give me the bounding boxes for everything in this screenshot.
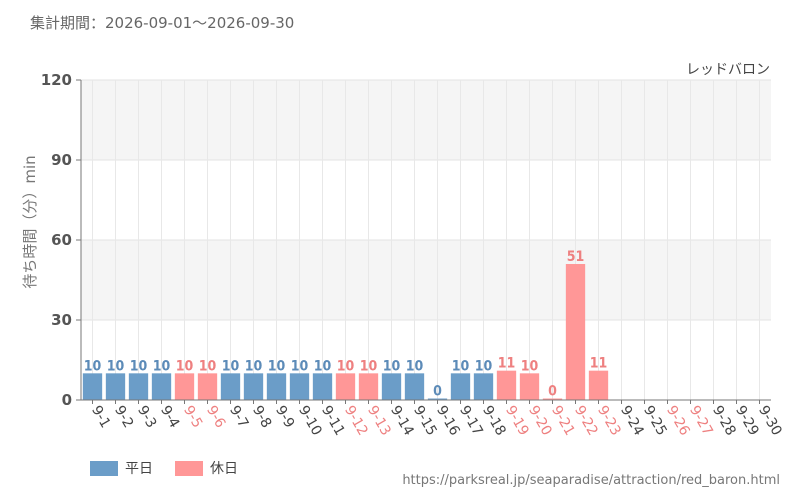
x-tick-label: 9-24 xyxy=(617,403,647,439)
value-label: 10 xyxy=(475,358,493,374)
value-label: 10 xyxy=(176,358,194,374)
value-label: 10 xyxy=(153,358,171,374)
x-tick-label: 9-3 xyxy=(134,403,159,431)
bar-9-15 xyxy=(404,373,425,400)
x-tick-label: 9-5 xyxy=(180,403,205,431)
x-tick-label: 9-12 xyxy=(341,403,371,439)
x-tick-label: 9-7 xyxy=(226,403,251,431)
bar-9-2 xyxy=(105,373,126,400)
x-tick-label: 9-30 xyxy=(755,403,785,439)
bar-9-5 xyxy=(174,373,195,400)
legend-holiday-swatch xyxy=(175,460,203,476)
bar-9-9 xyxy=(266,373,287,400)
x-tick-label: 9-15 xyxy=(410,403,440,439)
value-label: 10 xyxy=(452,358,470,374)
x-tick-label: 9-22 xyxy=(571,403,601,439)
y-tick-label: 90 xyxy=(51,151,72,169)
collection-period: 集計期間：2026-09-01～2026-09-30 xyxy=(30,14,295,32)
plot-band xyxy=(81,320,771,400)
x-tick-label: 9-1 xyxy=(88,403,113,431)
legend-weekday: 平日 xyxy=(90,458,153,478)
chart-title: レッドバロン xyxy=(686,62,770,78)
bar-9-13 xyxy=(358,373,379,400)
x-tick-label: 9-20 xyxy=(525,403,555,439)
plot-band xyxy=(81,240,771,320)
y-axis-label: 待ち時間（分）min xyxy=(21,155,39,288)
bar-9-21 xyxy=(542,398,563,400)
x-tick-label: 9-8 xyxy=(249,403,274,431)
bar-9-19 xyxy=(496,370,517,400)
legend-holiday: 休日 xyxy=(175,458,238,478)
bar-9-14 xyxy=(381,373,402,400)
bar-9-8 xyxy=(243,373,264,400)
value-label: 10 xyxy=(84,358,102,374)
x-tick-label: 9-14 xyxy=(387,403,417,439)
bar-9-17 xyxy=(450,373,471,400)
y-tick-label: 30 xyxy=(51,311,72,329)
value-label: 10 xyxy=(521,358,539,374)
x-tick-label: 9-17 xyxy=(456,403,486,439)
value-label: 10 xyxy=(130,358,148,374)
x-tick-label: 9-18 xyxy=(479,403,509,439)
x-tick-label: 9-2 xyxy=(111,403,136,431)
x-tick-label: 9-29 xyxy=(732,403,762,439)
bar-9-16 xyxy=(427,398,448,400)
value-label: 11 xyxy=(498,356,516,372)
x-tick-label: 9-23 xyxy=(594,403,624,439)
source-url[interactable]: https://parksreal.jp/seaparadise/attract… xyxy=(402,473,780,488)
value-label: 10 xyxy=(360,358,378,374)
value-label: 10 xyxy=(199,358,217,374)
x-tick-label: 9-13 xyxy=(364,403,394,439)
bar-9-10 xyxy=(289,373,310,400)
value-label: 0 xyxy=(433,384,442,400)
bar-9-22 xyxy=(565,264,586,400)
bar-9-1 xyxy=(82,373,103,400)
bar-9-7 xyxy=(220,373,241,400)
bar-9-3 xyxy=(128,373,149,400)
legend-holiday-label: 休日 xyxy=(210,461,238,477)
x-tick-label: 9-10 xyxy=(295,403,325,439)
value-label: 10 xyxy=(337,358,355,374)
y-tick-label: 60 xyxy=(51,231,72,249)
bar-9-11 xyxy=(312,373,333,400)
value-label: 0 xyxy=(548,384,557,400)
value-label: 10 xyxy=(314,358,332,374)
bar-9-18 xyxy=(473,373,494,400)
value-label: 10 xyxy=(107,358,125,374)
bar-9-4 xyxy=(151,373,172,400)
x-tick-label: 9-16 xyxy=(433,403,463,439)
value-label: 10 xyxy=(383,358,401,374)
value-label: 10 xyxy=(291,358,309,374)
x-tick-label: 9-11 xyxy=(318,403,348,439)
x-tick-label: 9-6 xyxy=(203,403,228,431)
x-tick-label: 9-19 xyxy=(502,403,532,439)
value-label: 10 xyxy=(406,358,424,374)
plot-band xyxy=(81,160,771,240)
y-tick-label: 0 xyxy=(62,391,72,409)
value-label: 10 xyxy=(245,358,263,374)
x-tick-label: 9-26 xyxy=(663,403,693,439)
legend-weekday-label: 平日 xyxy=(125,461,153,477)
value-label: 10 xyxy=(268,358,286,374)
bar-9-23 xyxy=(588,370,609,400)
x-tick-label: 9-4 xyxy=(157,403,182,431)
value-label: 10 xyxy=(222,358,240,374)
bar-9-6 xyxy=(197,373,218,400)
x-tick-label: 9-28 xyxy=(709,403,739,439)
plot-band xyxy=(81,80,771,160)
legend-weekday-swatch xyxy=(90,460,118,476)
y-tick-label: 120 xyxy=(41,71,72,89)
x-tick-label: 9-25 xyxy=(640,403,670,439)
value-label: 51 xyxy=(567,249,585,265)
bar-9-20 xyxy=(519,373,540,400)
x-tick-label: 9-27 xyxy=(686,403,716,439)
x-tick-label: 9-9 xyxy=(272,403,297,431)
bar-9-12 xyxy=(335,373,356,400)
x-tick-label: 9-21 xyxy=(548,403,578,439)
value-label: 11 xyxy=(590,356,608,372)
